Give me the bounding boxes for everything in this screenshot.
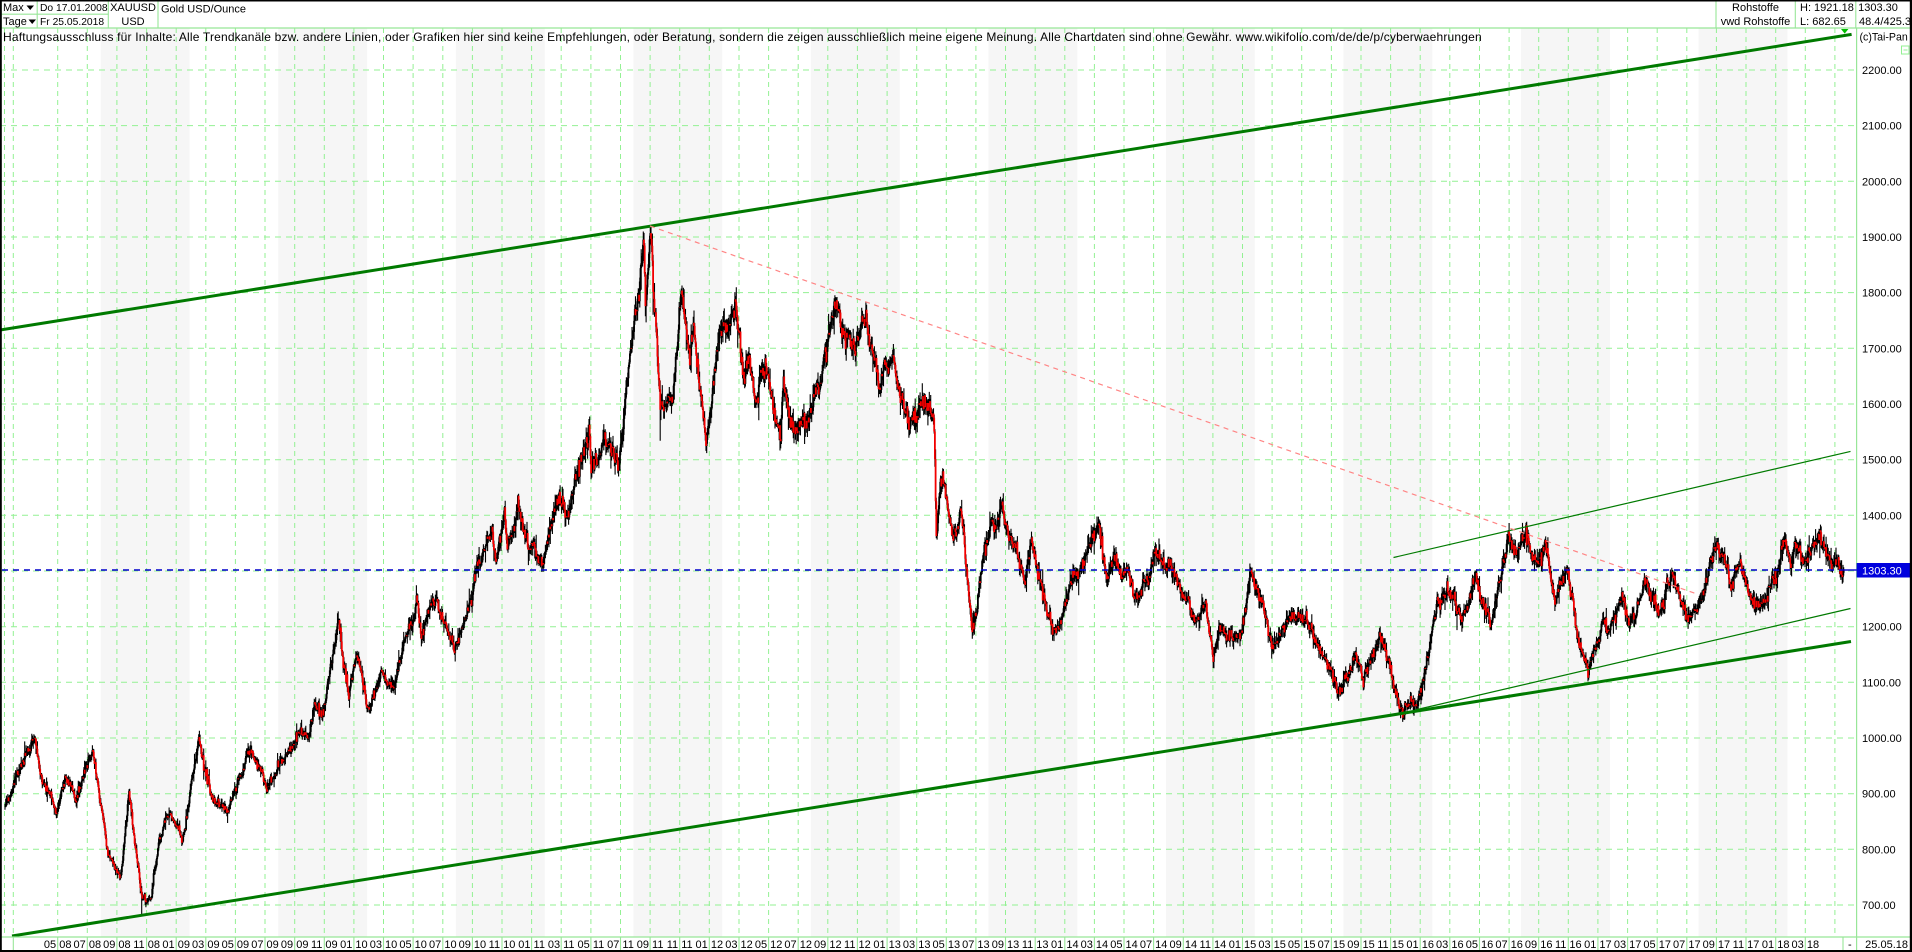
- svg-text:1800.00: 1800.00: [1862, 288, 1902, 300]
- svg-text:2200.00: 2200.00: [1862, 65, 1902, 77]
- svg-text:07 11: 07 11: [607, 939, 634, 951]
- svg-text:700.00: 700.00: [1862, 900, 1896, 912]
- svg-text:07 15: 07 15: [1318, 939, 1346, 951]
- svg-text:05 11: 05 11: [578, 939, 605, 951]
- svg-text:L: 682.65: L: 682.65: [1800, 16, 1846, 28]
- svg-text:1700.00: 1700.00: [1862, 343, 1902, 355]
- svg-text:Tage: Tage: [3, 16, 27, 28]
- svg-text:1000.00: 1000.00: [1862, 733, 1902, 745]
- svg-text:01 09: 01 09: [162, 939, 190, 951]
- svg-text:05 08: 05 08: [44, 939, 72, 951]
- svg-text:H: 1921.18: H: 1921.18: [1800, 2, 1854, 14]
- svg-text:09 14: 09 14: [1170, 939, 1198, 951]
- svg-text:07 14: 07 14: [1140, 939, 1168, 951]
- svg-text:1100.00: 1100.00: [1862, 677, 1901, 689]
- svg-text:01 16: 01 16: [1406, 939, 1434, 951]
- svg-text:Do 17.01.2008: Do 17.01.2008: [40, 3, 108, 14]
- svg-text:11 14: 11 14: [1200, 939, 1227, 951]
- svg-text:03 11: 03 11: [548, 939, 575, 951]
- svg-text:Fr 25.05.2018: Fr 25.05.2018: [40, 17, 104, 28]
- svg-text:11 08: 11 08: [133, 939, 160, 951]
- svg-text:48.4/425.3: 48.4/425.3: [1859, 16, 1911, 28]
- svg-text:1500.00: 1500.00: [1862, 455, 1902, 467]
- svg-text:09 10: 09 10: [459, 939, 487, 951]
- svg-text:1400.00: 1400.00: [1862, 510, 1902, 522]
- svg-text:01 17: 01 17: [1584, 939, 1612, 951]
- svg-text:07 10: 07 10: [429, 939, 457, 951]
- svg-text:1303.30: 1303.30: [1858, 2, 1898, 14]
- svg-text:03 09: 03 09: [192, 939, 220, 951]
- svg-text:07 09: 07 09: [251, 939, 279, 951]
- svg-text:Gold USD/Ounce: Gold USD/Ounce: [161, 4, 246, 16]
- svg-text:-: -: [1848, 939, 1852, 951]
- svg-text:11 17: 11 17: [1733, 939, 1760, 951]
- svg-text:01 18: 01 18: [1762, 939, 1790, 951]
- svg-text:01 11: 01 11: [518, 939, 545, 951]
- svg-text:05 09: 05 09: [222, 939, 250, 951]
- svg-text:Max: Max: [3, 2, 24, 14]
- svg-text:2000.00: 2000.00: [1862, 176, 1902, 188]
- svg-text:09 17: 09 17: [1703, 939, 1731, 951]
- svg-text:09 12: 09 12: [814, 939, 842, 951]
- svg-text:1303.30: 1303.30: [1862, 566, 1902, 578]
- svg-text:05 17: 05 17: [1643, 939, 1671, 951]
- svg-text:01 15: 01 15: [1229, 939, 1257, 951]
- svg-text:900.00: 900.00: [1862, 789, 1896, 801]
- svg-text:05 16: 05 16: [1466, 939, 1494, 951]
- svg-text:09 09: 09 09: [281, 939, 309, 951]
- svg-text:11 12: 11 12: [844, 939, 871, 951]
- svg-text:03 10: 03 10: [370, 939, 398, 951]
- svg-text:03 14: 03 14: [1081, 939, 1109, 951]
- svg-text:11 09: 11 09: [311, 939, 338, 951]
- svg-text:01 10: 01 10: [340, 939, 368, 951]
- svg-text:09 08: 09 08: [103, 939, 131, 951]
- svg-text:01 13: 01 13: [873, 939, 901, 951]
- svg-text:05 10: 05 10: [399, 939, 427, 951]
- svg-text:03 12: 03 12: [725, 939, 753, 951]
- svg-text:07 13: 07 13: [962, 939, 990, 951]
- svg-text:03 18: 03 18: [1792, 939, 1820, 951]
- svg-text:07 08: 07 08: [74, 939, 102, 951]
- svg-text:09 13: 09 13: [992, 939, 1020, 951]
- svg-text:03 13: 03 13: [903, 939, 931, 951]
- svg-text:07 17: 07 17: [1673, 939, 1701, 951]
- svg-text:03 16: 03 16: [1436, 939, 1464, 951]
- svg-text:03 15: 03 15: [1258, 939, 1286, 951]
- svg-text:01 12: 01 12: [696, 939, 724, 951]
- svg-text:05 14: 05 14: [1110, 939, 1138, 951]
- svg-text:05 15: 05 15: [1288, 939, 1316, 951]
- svg-text:11 10: 11 10: [489, 939, 516, 951]
- svg-text:11 16: 11 16: [1555, 939, 1582, 951]
- svg-text:01 14: 01 14: [1051, 939, 1079, 951]
- svg-text:1900.00: 1900.00: [1862, 232, 1902, 244]
- svg-text:11 11: 11 11: [667, 939, 693, 951]
- svg-text:Rohstoffe: Rohstoffe: [1732, 2, 1779, 14]
- svg-text:800.00: 800.00: [1862, 844, 1896, 856]
- svg-text:vwd Rohstoffe: vwd Rohstoffe: [1721, 16, 1791, 28]
- svg-text:USD: USD: [121, 16, 144, 28]
- svg-text:09 15: 09 15: [1347, 939, 1375, 951]
- svg-text:09 16: 09 16: [1525, 939, 1553, 951]
- svg-text:1200.00: 1200.00: [1862, 622, 1902, 634]
- svg-text:(c)Tai-Pan: (c)Tai-Pan: [1860, 32, 1908, 44]
- svg-text:05 12: 05 12: [755, 939, 783, 951]
- svg-text:05 13: 05 13: [933, 939, 961, 951]
- svg-text:03 17: 03 17: [1614, 939, 1642, 951]
- svg-text:07 12: 07 12: [784, 939, 812, 951]
- svg-text:11 15: 11 15: [1377, 939, 1404, 951]
- svg-text:XAUUSD: XAUUSD: [110, 2, 156, 14]
- svg-text:2100.00: 2100.00: [1862, 121, 1902, 133]
- svg-text:25.05.18: 25.05.18: [1865, 939, 1908, 951]
- svg-text:1600.00: 1600.00: [1862, 399, 1902, 411]
- svg-text:09 11: 09 11: [637, 939, 664, 951]
- svg-text:07 16: 07 16: [1495, 939, 1523, 951]
- svg-text:11 13: 11 13: [1022, 939, 1049, 951]
- svg-text:Haftungsausschluss für Inhalte: Haftungsausschluss für Inhalte: Alle Tre…: [3, 30, 1482, 44]
